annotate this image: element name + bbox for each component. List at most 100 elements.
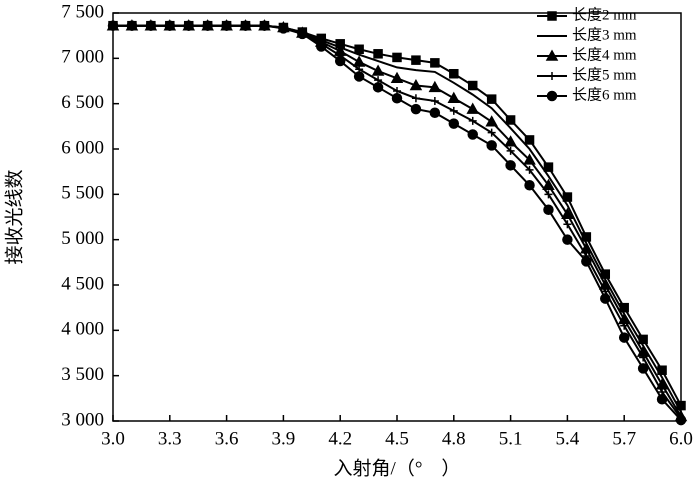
marker <box>409 78 423 91</box>
marker <box>392 52 402 63</box>
marker <box>354 44 364 55</box>
marker <box>107 20 119 31</box>
marker <box>637 363 649 374</box>
marker <box>543 162 554 172</box>
marker <box>485 115 498 127</box>
marker <box>548 72 556 80</box>
marker <box>547 11 557 21</box>
legend-label: 长度3 mm <box>572 26 637 43</box>
series-line <box>113 24 682 417</box>
marker <box>297 28 308 40</box>
marker <box>656 393 668 405</box>
y-tick-label: 5 000 <box>61 228 104 249</box>
x-tick-label: 4.5 <box>385 428 409 449</box>
marker <box>467 129 478 140</box>
marker <box>430 96 439 105</box>
marker <box>467 80 478 91</box>
marker <box>675 414 687 426</box>
x-tick-label: 3.6 <box>215 428 239 449</box>
marker <box>372 82 384 93</box>
marker <box>126 20 138 31</box>
x-tick-label: 5.7 <box>612 428 636 449</box>
marker <box>164 20 176 31</box>
marker <box>524 135 535 145</box>
x-tick-label: 3.0 <box>101 428 125 449</box>
marker <box>620 321 629 330</box>
legend-label: 长度4 mm <box>572 46 637 63</box>
marker <box>447 91 461 103</box>
marker <box>618 332 630 343</box>
x-tick-label: 4.8 <box>442 428 466 449</box>
marker <box>563 220 572 229</box>
marker <box>411 55 421 65</box>
marker <box>639 353 648 362</box>
legend-label: 长度6 mm <box>572 86 637 103</box>
marker <box>542 178 555 191</box>
y-tick-label: 7 500 <box>61 1 104 22</box>
marker <box>353 71 365 82</box>
legend-label: 长度2 mm <box>572 6 637 23</box>
marker <box>259 20 270 31</box>
marker <box>466 102 480 114</box>
marker <box>449 106 458 115</box>
series-line <box>113 24 682 421</box>
legend-label: 长度5 mm <box>572 66 637 83</box>
marker <box>316 41 327 52</box>
marker <box>145 20 157 31</box>
marker <box>562 192 573 202</box>
y-tick-label: 7 000 <box>61 47 104 68</box>
y-tick-label: 6 500 <box>61 92 104 113</box>
marker <box>391 92 403 104</box>
marker <box>546 90 558 102</box>
marker <box>449 68 459 79</box>
marker <box>390 71 404 84</box>
marker <box>428 80 442 93</box>
marker <box>240 20 251 31</box>
marker <box>486 94 497 104</box>
x-tick-label: 3.3 <box>158 428 182 449</box>
marker <box>506 146 515 155</box>
y-tick-label: 3 500 <box>61 364 104 385</box>
marker <box>544 190 553 199</box>
marker <box>334 55 346 67</box>
x-tick-label: 5.4 <box>556 428 580 449</box>
marker <box>600 293 611 304</box>
marker <box>543 204 554 215</box>
marker <box>487 128 496 137</box>
marker <box>505 160 516 171</box>
x-tick-label: 6.0 <box>669 428 693 449</box>
marker <box>505 115 516 125</box>
marker <box>562 234 573 245</box>
marker <box>278 23 289 34</box>
y-tick-label: 4 500 <box>61 273 104 294</box>
marker <box>468 116 477 125</box>
series-line <box>113 24 682 413</box>
marker <box>581 256 592 267</box>
marker <box>430 58 440 68</box>
marker <box>561 207 574 220</box>
y-tick-label: 5 500 <box>61 183 104 204</box>
x-tick-label: 3.9 <box>272 428 296 449</box>
marker <box>352 55 366 67</box>
marker <box>371 64 385 76</box>
marker <box>429 107 441 118</box>
y-tick-label: 6 000 <box>61 137 104 158</box>
marker <box>411 94 420 103</box>
series-line <box>113 24 682 419</box>
marker <box>524 180 535 191</box>
y-tick-label: 3 000 <box>61 409 104 430</box>
marker <box>410 103 422 115</box>
marker <box>202 20 213 31</box>
marker <box>373 49 383 59</box>
marker <box>486 140 497 151</box>
marker <box>183 20 194 31</box>
marker <box>523 153 536 165</box>
marker <box>525 165 534 174</box>
marker <box>221 20 232 31</box>
marker <box>545 49 559 61</box>
x-tick-label: 5.1 <box>499 428 523 449</box>
marker <box>504 135 517 147</box>
x-axis-title: 入射角/（° ） <box>334 457 461 479</box>
marker <box>448 118 460 129</box>
